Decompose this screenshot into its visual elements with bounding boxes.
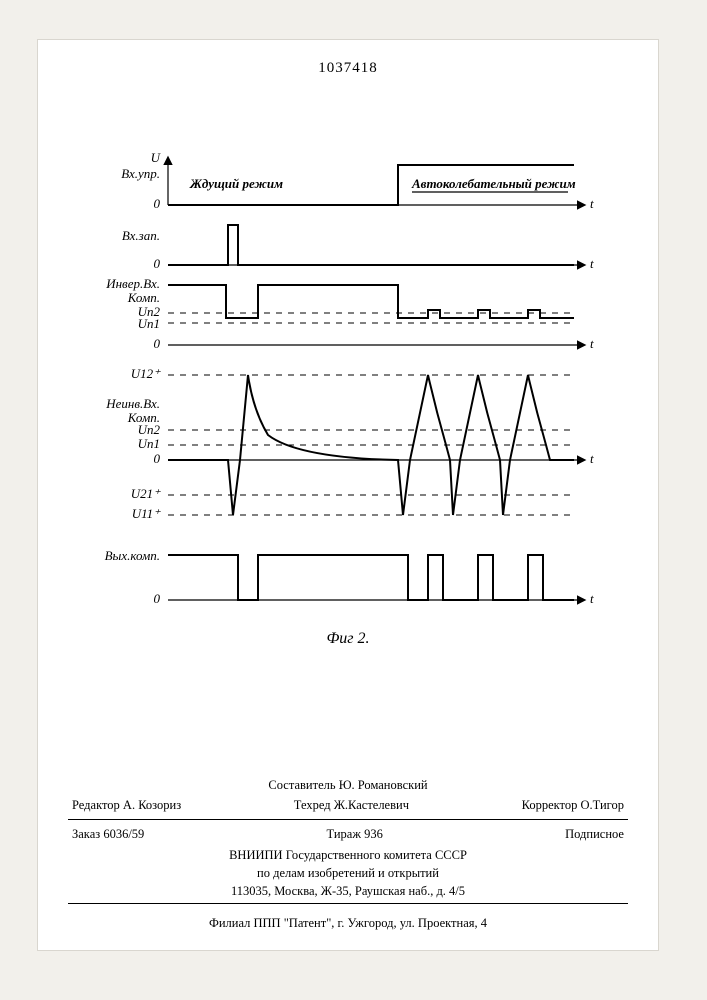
trace-start [168, 225, 574, 265]
label-u12: U12⁺ [131, 366, 161, 381]
tirazh: Тираж 936 [327, 825, 383, 843]
zero-4: 0 [154, 451, 161, 466]
t-3: t [590, 336, 594, 351]
zero-2: 0 [154, 256, 161, 271]
t-4: t [590, 451, 594, 466]
divider-1 [68, 819, 628, 820]
t-5: t [590, 591, 594, 606]
label-U: U [151, 150, 162, 165]
label-u21: U21⁺ [131, 486, 161, 501]
figure-caption: Фиг 2. [38, 630, 658, 648]
label-ctrl: Вх.упр. [121, 166, 160, 181]
techred: Техред Ж.Кастелевич [294, 796, 409, 814]
label-inv2: Комп. [127, 290, 160, 305]
print-row: Заказ 6036/59 Тираж 936 Подписное [68, 823, 628, 845]
label-u11: U11⁺ [132, 506, 161, 521]
timing-diagram: U Вх.упр. 0 t Ждущий режим Автоколебател… [98, 150, 598, 620]
imprint-footer: Составитель Ю. Романовский Редактор А. К… [68, 776, 628, 932]
t-1: t [590, 196, 594, 211]
subscription: Подписное [565, 825, 624, 843]
label-start: Вх.зап. [122, 228, 160, 243]
label-up1-b: Uп1 [138, 436, 160, 451]
label-noninv1: Неинв.Вх. [105, 396, 160, 411]
zero-5: 0 [154, 591, 161, 606]
mode-waiting: Ждущий режим [189, 176, 283, 191]
address: 113035, Москва, Ж-35, Раушская наб., д. … [68, 882, 628, 900]
document-number: 1037418 [38, 60, 658, 77]
compiler-name: Ю. Романовский [339, 778, 428, 792]
page: 1037418 U Вх.упр. 0 t Ждущий режим Авток… [38, 40, 658, 950]
branch: Филиал ППП "Патент", г. Ужгород, ул. Про… [68, 914, 628, 932]
divider-2 [68, 903, 628, 904]
label-inv1: Инвер.Вх. [105, 276, 160, 291]
compiler-label: Составитель [268, 778, 335, 792]
label-up2-b: Uп2 [138, 422, 161, 437]
order: Заказ 6036/59 [72, 825, 144, 843]
t-2: t [590, 256, 594, 271]
mode-osc: Автоколебательный режим [411, 176, 576, 191]
label-out: Вых.комп. [105, 548, 160, 563]
corrector: Корректор О.Тигор [522, 796, 624, 814]
zero-1: 0 [154, 196, 161, 211]
org-line-1: ВНИИПИ Государственного комитета СССР [68, 846, 628, 864]
zero-3: 0 [154, 336, 161, 351]
credits-row: Редактор А. Козориз Техред Ж.Кастелевич … [68, 794, 628, 816]
trace-out [168, 555, 574, 600]
editor: Редактор А. Козориз [72, 796, 181, 814]
compiler-line: Составитель Ю. Романовский [68, 776, 628, 794]
label-up1-a: Uп1 [138, 316, 160, 331]
org-line-2: по делам изобретений и открытий [68, 864, 628, 882]
